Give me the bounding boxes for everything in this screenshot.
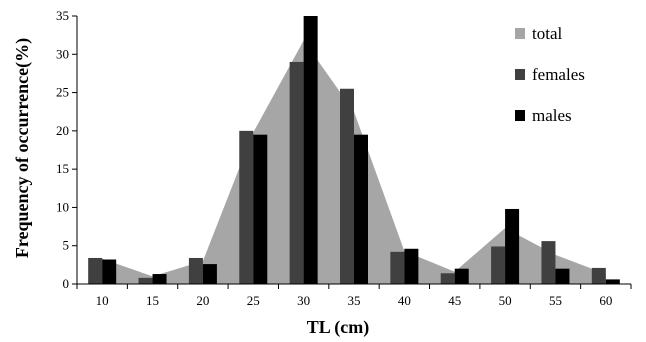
x-tick-label: 10 bbox=[96, 293, 109, 308]
males-bar-25 bbox=[253, 134, 268, 284]
x-tick-label: 55 bbox=[549, 293, 562, 308]
x-axis-title: TL (cm) bbox=[307, 317, 370, 338]
bar-layer bbox=[88, 16, 620, 284]
y-tick-label: 20 bbox=[56, 123, 69, 138]
females-bar-60 bbox=[591, 267, 606, 284]
females-bar-25 bbox=[239, 130, 254, 284]
y-tick-label: 5 bbox=[63, 238, 70, 253]
females-bar-20 bbox=[188, 257, 203, 284]
females-bar-50 bbox=[491, 246, 506, 284]
y-tick-label: 30 bbox=[56, 46, 69, 61]
males-bar-35 bbox=[354, 134, 368, 284]
axes bbox=[72, 15, 632, 289]
x-tick-label: 15 bbox=[146, 293, 159, 308]
males-bar-15 bbox=[152, 274, 167, 284]
males-bar-60 bbox=[605, 279, 620, 284]
tick-labels: 0 5 10 15 20 25 30 35 10 15 20 25 30 35 40 45 50 55 60 bbox=[56, 8, 612, 308]
y-tick-label: 15 bbox=[56, 161, 69, 176]
x-tick-label: 25 bbox=[247, 293, 260, 308]
x-tick-label: 30 bbox=[297, 293, 310, 308]
males-bar-10 bbox=[102, 259, 117, 284]
females-bar-40 bbox=[390, 251, 405, 284]
females-bar-35 bbox=[340, 88, 354, 284]
males-bar-50 bbox=[505, 208, 520, 284]
total-legend-label: total bbox=[532, 24, 562, 43]
total-legend-swatch bbox=[515, 28, 525, 39]
females-bar-15 bbox=[138, 277, 153, 284]
y-tick-label: 0 bbox=[63, 276, 70, 291]
x-tick-label: 50 bbox=[499, 293, 512, 308]
females-bar-10 bbox=[88, 257, 103, 284]
y-axis-title: Frequency of occurrence(%) bbox=[12, 38, 33, 258]
y-tick-label: 35 bbox=[56, 8, 69, 23]
males-legend-swatch bbox=[515, 110, 525, 121]
x-tick-label: 40 bbox=[398, 293, 411, 308]
x-tick-label: 45 bbox=[448, 293, 461, 308]
males-bar-40 bbox=[404, 248, 419, 284]
females-bar-55 bbox=[541, 241, 556, 284]
males-bar-20 bbox=[202, 264, 217, 284]
y-tick-label: 10 bbox=[56, 199, 69, 214]
x-tick-label: 35 bbox=[348, 293, 361, 308]
x-tick-label: 20 bbox=[196, 293, 209, 308]
legend: total females males bbox=[515, 24, 585, 125]
males-bar-45 bbox=[454, 268, 469, 284]
males-bar-30 bbox=[303, 16, 318, 284]
males-legend-label: males bbox=[532, 106, 572, 125]
females-legend-swatch bbox=[515, 69, 525, 80]
females-legend-label: females bbox=[532, 65, 585, 84]
females-bar-45 bbox=[440, 273, 455, 284]
x-tick-label: 60 bbox=[599, 293, 612, 308]
y-tick-label: 25 bbox=[56, 85, 69, 100]
males-bar-55 bbox=[555, 268, 570, 284]
females-bar-30 bbox=[289, 61, 304, 284]
